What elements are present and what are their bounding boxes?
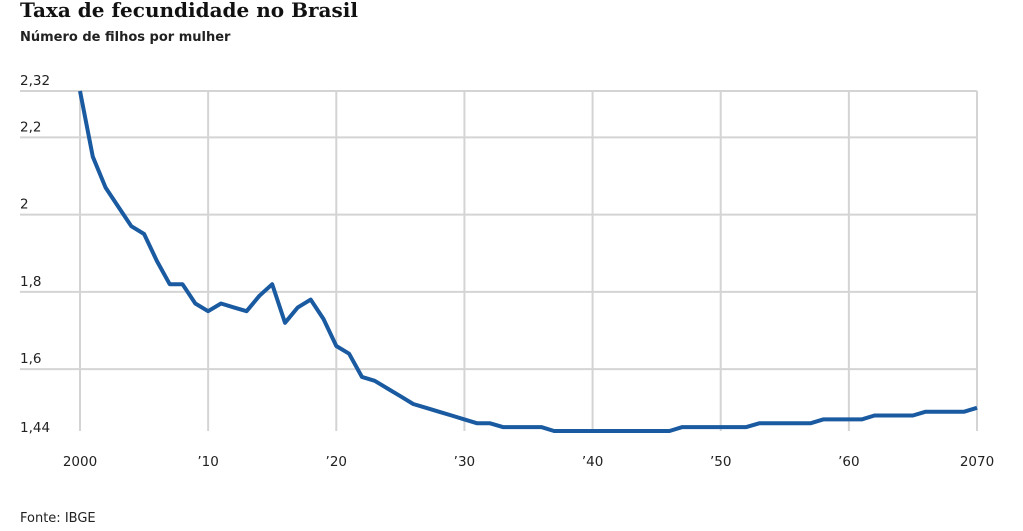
x-tick-label: ’50: [710, 454, 731, 470]
chart-title: Taxa de fecundidade no Brasil: [20, 0, 358, 22]
x-tick-label: ’30: [454, 454, 475, 470]
x-tick-label: 2070: [960, 454, 994, 470]
x-tick-label: ’20: [326, 454, 347, 470]
x-tick-label: ’60: [838, 454, 859, 470]
x-tick-label: ’10: [197, 454, 218, 470]
series-line: [78, 90, 978, 433]
chart-subtitle: Número de filhos por mulher: [20, 30, 231, 45]
y-tick-label: 1,44: [20, 420, 50, 436]
y-tick-label: 2: [20, 197, 29, 213]
source-note: Fonte: IBGE: [20, 511, 96, 526]
y-tick-label: 1,6: [20, 351, 41, 367]
y-tick-label: 2,2: [20, 119, 41, 135]
y-tick-label: 1,8: [20, 274, 41, 290]
x-tick-label: 2000: [63, 454, 97, 470]
y-tick-label: 2,32: [20, 73, 50, 89]
x-tick-label: ’40: [582, 454, 603, 470]
